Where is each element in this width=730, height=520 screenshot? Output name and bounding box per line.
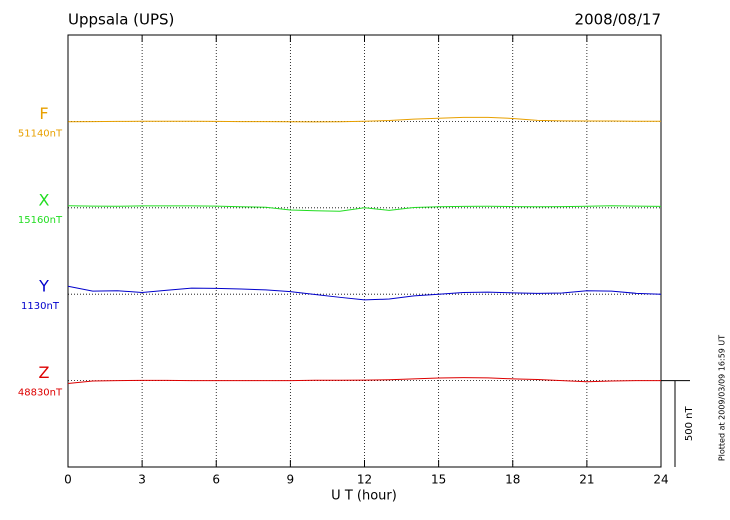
series-baseline-label: 15160nT [18, 215, 63, 226]
x-tick-label: 18 [505, 473, 520, 487]
series-line [67, 116, 661, 123]
x-tick-label: 12 [357, 473, 372, 487]
scale-bar-label: 500 nT [684, 406, 695, 442]
series-baseline-label: 1130nT [21, 301, 60, 312]
series-name: X [39, 190, 50, 209]
series-line [67, 285, 662, 301]
x-tick-label: 21 [579, 473, 594, 487]
chart-title: Uppsala (UPS) [68, 11, 174, 29]
x-tick-label: 3 [138, 473, 146, 487]
footnote: Plotted at 2009/03/09 16:59 UT [718, 335, 727, 461]
series-baseline-label: 48830nT [18, 388, 63, 399]
x-tick-label: 0 [64, 473, 72, 487]
x-axis-label: U T (hour) [331, 489, 397, 504]
series-name: F [39, 104, 48, 123]
series-baseline-label: 51140nT [18, 128, 63, 139]
series-name: Y [38, 277, 49, 296]
series-line [67, 205, 662, 212]
x-tick-label: 15 [431, 473, 446, 487]
x-tick-label: 24 [653, 473, 668, 487]
x-tick-label: 9 [287, 473, 295, 487]
series-name: Z [39, 363, 50, 382]
x-tick-label: 6 [212, 473, 220, 487]
chart-date: 2008/08/17 [575, 11, 661, 29]
series-line [67, 377, 661, 385]
